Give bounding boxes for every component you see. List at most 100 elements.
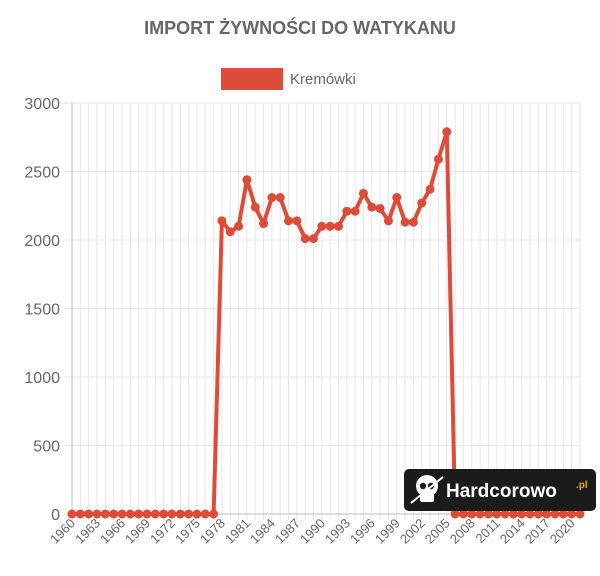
data-point[interactable]	[575, 509, 585, 519]
data-point[interactable]	[250, 202, 260, 212]
x-tick-label: 1999	[372, 516, 403, 547]
x-tick-label: 1966	[97, 516, 128, 547]
watermark: Hardcorowo .pl	[404, 469, 596, 511]
data-point[interactable]	[309, 234, 319, 244]
data-point[interactable]	[267, 193, 277, 203]
x-tick-label: 1993	[322, 516, 353, 547]
data-point[interactable]	[425, 184, 435, 194]
data-point[interactable]	[117, 509, 127, 519]
data-point[interactable]	[92, 509, 102, 519]
data-point[interactable]	[184, 509, 194, 519]
watermark-suffix: .pl	[576, 480, 588, 491]
y-tick-label: 2500	[24, 165, 60, 182]
x-tick-label: 2005	[422, 516, 453, 547]
data-point[interactable]	[259, 219, 269, 229]
data-point[interactable]	[483, 509, 493, 519]
data-point[interactable]	[375, 203, 385, 213]
x-tick-label: 1978	[197, 516, 228, 547]
data-point[interactable]	[325, 221, 335, 231]
data-point[interactable]	[225, 227, 235, 237]
data-point[interactable]	[234, 221, 244, 231]
chart-legend[interactable]: Kremówki	[221, 68, 356, 90]
x-tick-label: 2020	[547, 516, 578, 547]
data-point[interactable]	[508, 509, 518, 519]
data-point[interactable]	[125, 509, 135, 519]
y-tick-label: 3000	[24, 96, 60, 113]
series-line	[72, 129, 580, 516]
x-tick-label: 1975	[172, 516, 203, 547]
data-point[interactable]	[109, 509, 119, 519]
data-point[interactable]	[433, 154, 443, 164]
x-tick-label: 2011	[472, 516, 502, 546]
x-tick-label: 1981	[222, 516, 253, 547]
data-point[interactable]	[67, 509, 77, 519]
data-point[interactable]	[458, 509, 468, 519]
watermark-text: Hardcorowo	[446, 481, 557, 502]
data-point[interactable]	[550, 509, 560, 519]
data-point[interactable]	[492, 509, 502, 519]
y-tick-label: 500	[33, 439, 60, 456]
skull-icon	[410, 475, 444, 504]
legend-label[interactable]: Kremówki	[290, 71, 356, 88]
chart-grid	[64, 102, 581, 520]
data-point[interactable]	[408, 217, 418, 227]
data-point[interactable]	[242, 175, 252, 185]
data-point[interactable]	[358, 188, 368, 198]
data-point[interactable]	[200, 509, 210, 519]
y-tick-label: 0	[51, 507, 60, 524]
x-tick-label: 1990	[297, 516, 328, 547]
x-tick-label: 1996	[347, 516, 378, 547]
data-point[interactable]	[533, 509, 543, 519]
data-point[interactable]	[192, 509, 202, 519]
data-point[interactable]	[100, 509, 110, 519]
y-tick-label: 2000	[24, 233, 60, 250]
data-point[interactable]	[525, 509, 535, 519]
data-point[interactable]	[209, 509, 219, 519]
x-tick-label: 2014	[497, 516, 528, 547]
data-point[interactable]	[134, 509, 144, 519]
data-point[interactable]	[417, 198, 427, 208]
data-point[interactable]	[217, 216, 227, 226]
y-axis-ticks: 0 500 1000 1500 2000 2500 3000	[24, 96, 60, 524]
data-point[interactable]	[383, 216, 393, 226]
data-point[interactable]	[284, 216, 294, 226]
data-point[interactable]	[442, 127, 452, 137]
chart-title: IMPORT ŻYWNOŚCI DO WATYKANU	[144, 18, 456, 38]
data-point[interactable]	[175, 509, 185, 519]
data-point[interactable]	[558, 509, 568, 519]
x-tick-label: 1972	[147, 516, 178, 547]
data-point[interactable]	[150, 509, 160, 519]
data-point[interactable]	[500, 509, 510, 519]
data-point[interactable]	[84, 509, 94, 519]
x-tick-label: 1984	[247, 516, 278, 547]
data-point[interactable]	[475, 509, 485, 519]
data-point[interactable]	[333, 221, 343, 231]
data-point[interactable]	[342, 206, 352, 216]
x-tick-label: 2002	[397, 516, 428, 547]
y-tick-label: 1000	[24, 370, 60, 387]
data-point[interactable]	[275, 193, 285, 203]
data-point[interactable]	[350, 206, 360, 216]
data-point[interactable]	[317, 221, 327, 231]
series-kremowki	[67, 127, 585, 519]
x-tick-label: 1969	[122, 516, 153, 547]
data-point[interactable]	[292, 216, 302, 226]
watermark-background	[404, 469, 596, 511]
data-point[interactable]	[392, 193, 402, 203]
data-point[interactable]	[75, 509, 85, 519]
data-point[interactable]	[167, 509, 177, 519]
data-point[interactable]	[300, 234, 310, 244]
data-point[interactable]	[567, 509, 577, 519]
data-point[interactable]	[159, 509, 169, 519]
data-point[interactable]	[542, 509, 552, 519]
data-point[interactable]	[467, 509, 477, 519]
legend-swatch[interactable]	[221, 68, 283, 90]
data-point[interactable]	[400, 217, 410, 227]
y-tick-label: 1500	[24, 302, 60, 319]
data-point[interactable]	[517, 509, 527, 519]
x-tick-label: 2008	[447, 516, 478, 547]
data-point[interactable]	[142, 509, 152, 519]
data-point[interactable]	[450, 509, 460, 519]
data-point[interactable]	[367, 202, 377, 212]
